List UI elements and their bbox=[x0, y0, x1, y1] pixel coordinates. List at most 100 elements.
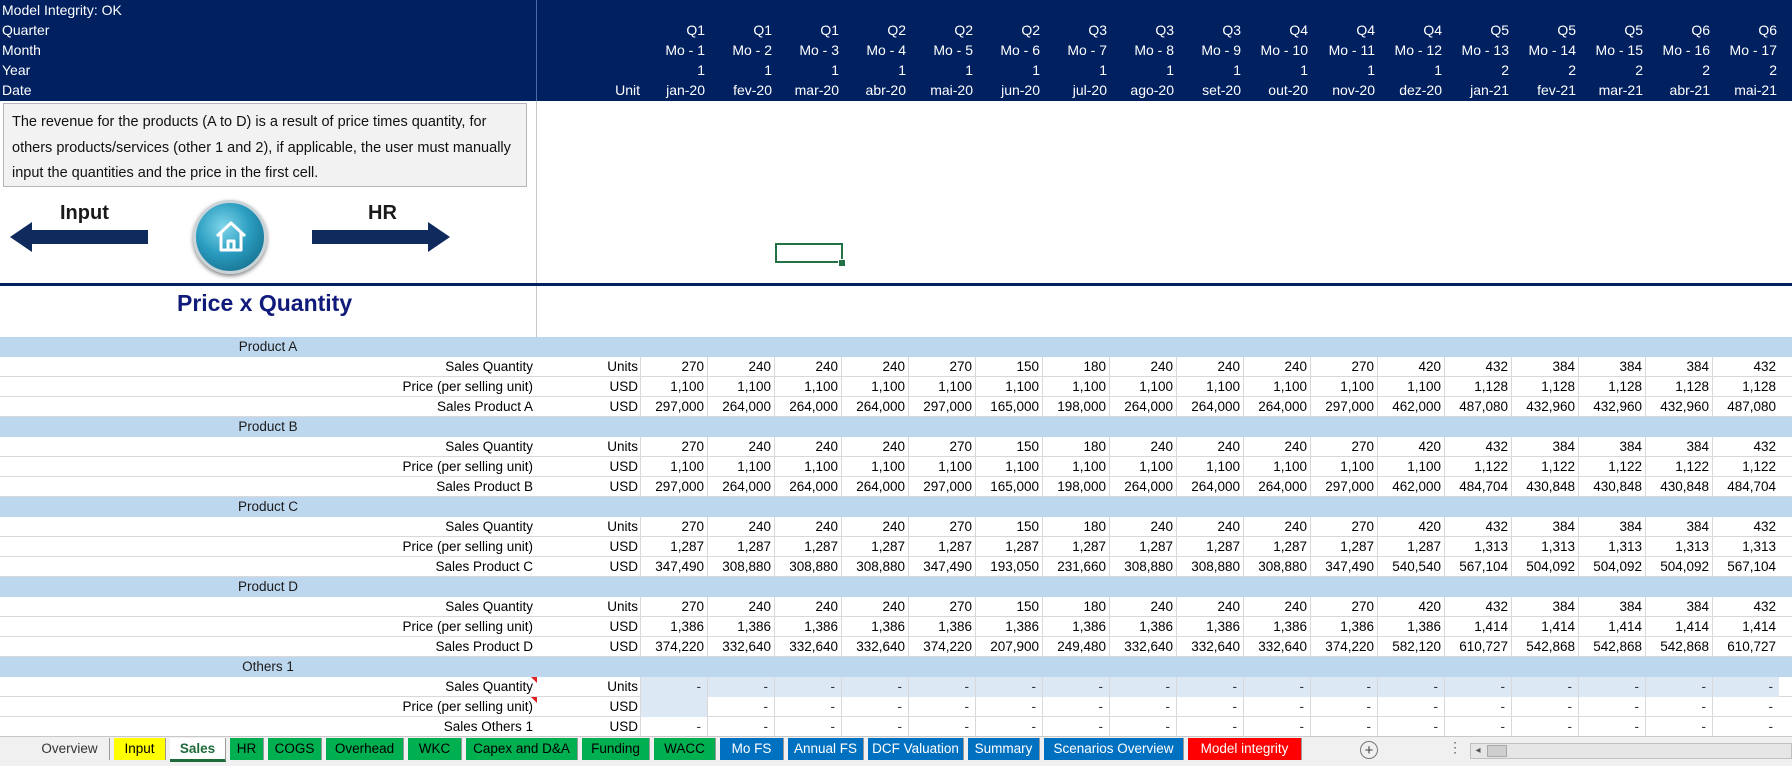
data-cell[interactable]: 240 bbox=[707, 437, 774, 457]
month-cell[interactable]: Mo - 2 bbox=[732, 42, 772, 58]
data-cell[interactable]: 1,386 bbox=[1176, 617, 1243, 637]
data-cell[interactable]: 264,000 bbox=[774, 397, 841, 417]
group-label[interactable]: Product C bbox=[237, 499, 299, 514]
data-cell[interactable]: 1,386 bbox=[640, 617, 707, 637]
data-cell[interactable]: 430,848 bbox=[1578, 477, 1645, 497]
year-cell[interactable]: 1 bbox=[1300, 62, 1308, 78]
data-cell[interactable]: 1,128 bbox=[1645, 377, 1712, 397]
data-cell[interactable]: 264,000 bbox=[1109, 477, 1176, 497]
year-cell[interactable]: 2 bbox=[1635, 62, 1643, 78]
row-label[interactable]: Sales Quantity bbox=[445, 679, 533, 694]
data-cell[interactable]: 297,000 bbox=[640, 477, 707, 497]
date-cell[interactable]: jan-20 bbox=[666, 82, 705, 98]
data-cell[interactable]: 240 bbox=[1176, 597, 1243, 617]
data-cell[interactable]: 270 bbox=[640, 357, 707, 377]
row-label[interactable]: Price (per selling unit) bbox=[402, 699, 533, 714]
year-label[interactable]: Year bbox=[2, 62, 31, 78]
data-cell[interactable]: 1,386 bbox=[1109, 617, 1176, 637]
home-button[interactable] bbox=[193, 200, 267, 274]
month-cell[interactable]: Mo - 8 bbox=[1134, 42, 1174, 58]
data-cell[interactable]: - bbox=[1109, 677, 1176, 697]
quarter-cell[interactable]: Q6 bbox=[1691, 22, 1710, 38]
data-cell[interactable]: 297,000 bbox=[908, 397, 975, 417]
data-cell[interactable]: 1,287 bbox=[707, 537, 774, 557]
data-cell[interactable]: 384 bbox=[1511, 597, 1578, 617]
data-cell[interactable]: - bbox=[1511, 697, 1578, 717]
data-cell[interactable]: 384 bbox=[1645, 597, 1712, 617]
data-cell[interactable]: 1,100 bbox=[1109, 457, 1176, 477]
data-cell[interactable]: 462,000 bbox=[1377, 397, 1444, 417]
data-cell[interactable]: - bbox=[975, 677, 1042, 697]
data-cell[interactable]: 198,000 bbox=[1042, 477, 1109, 497]
data-cell[interactable]: 270 bbox=[640, 437, 707, 457]
data-cell[interactable]: 582,120 bbox=[1377, 637, 1444, 657]
data-cell[interactable]: 1,287 bbox=[1377, 537, 1444, 557]
nav-input-label[interactable]: Input bbox=[60, 202, 109, 224]
data-cell[interactable]: 384 bbox=[1645, 357, 1712, 377]
unit-cell[interactable]: Units bbox=[607, 439, 638, 454]
data-cell[interactable]: 270 bbox=[640, 517, 707, 537]
data-cell[interactable] bbox=[640, 697, 707, 717]
data-cell[interactable]: - bbox=[1444, 717, 1511, 737]
data-cell[interactable]: 1,100 bbox=[1310, 377, 1377, 397]
data-cell[interactable]: - bbox=[1645, 697, 1712, 717]
data-cell[interactable]: - bbox=[1511, 717, 1578, 737]
data-cell[interactable]: - bbox=[1042, 717, 1109, 737]
data-cell[interactable]: 270 bbox=[1310, 357, 1377, 377]
quarter-cell[interactable]: Q5 bbox=[1624, 22, 1643, 38]
fill-handle[interactable] bbox=[838, 259, 846, 267]
data-cell[interactable]: 240 bbox=[774, 357, 841, 377]
data-cell[interactable]: 332,640 bbox=[1243, 637, 1310, 657]
data-cell[interactable]: 432 bbox=[1712, 597, 1779, 617]
data-cell[interactable]: 1,386 bbox=[1042, 617, 1109, 637]
month-cell[interactable]: Mo - 6 bbox=[1000, 42, 1040, 58]
year-cell[interactable]: 2 bbox=[1702, 62, 1710, 78]
data-cell[interactable]: - bbox=[975, 697, 1042, 717]
data-cell[interactable]: 384 bbox=[1578, 437, 1645, 457]
data-cell[interactable]: 420 bbox=[1377, 437, 1444, 457]
data-cell[interactable]: 1,100 bbox=[1310, 457, 1377, 477]
year-cell[interactable]: 1 bbox=[1434, 62, 1442, 78]
year-cell[interactable]: 1 bbox=[1099, 62, 1107, 78]
data-cell[interactable]: 1,287 bbox=[841, 537, 908, 557]
row-label[interactable]: Price (per selling unit) bbox=[402, 539, 533, 554]
quarter-cell[interactable]: Q3 bbox=[1222, 22, 1241, 38]
data-cell[interactable]: 384 bbox=[1645, 437, 1712, 457]
data-cell[interactable]: 308,880 bbox=[1243, 557, 1310, 577]
sheet-tab-wkc[interactable]: WKC bbox=[408, 738, 462, 760]
data-cell[interactable]: 270 bbox=[908, 437, 975, 457]
data-cell[interactable]: 347,490 bbox=[640, 557, 707, 577]
data-cell[interactable]: 240 bbox=[1243, 437, 1310, 457]
data-cell[interactable]: 240 bbox=[1243, 517, 1310, 537]
data-cell[interactable]: 308,880 bbox=[707, 557, 774, 577]
data-cell[interactable]: 484,704 bbox=[1712, 477, 1779, 497]
data-cell[interactable]: 249,480 bbox=[1042, 637, 1109, 657]
data-cell[interactable]: - bbox=[975, 717, 1042, 737]
year-cell[interactable]: 1 bbox=[1367, 62, 1375, 78]
data-cell[interactable]: 432 bbox=[1444, 437, 1511, 457]
data-cell[interactable]: 264,000 bbox=[1176, 397, 1243, 417]
month-cell[interactable]: Mo - 15 bbox=[1595, 42, 1643, 58]
data-cell[interactable]: 1,100 bbox=[1243, 377, 1310, 397]
data-cell[interactable]: - bbox=[1243, 697, 1310, 717]
data-cell[interactable]: 1,100 bbox=[640, 377, 707, 397]
data-cell[interactable]: 504,092 bbox=[1578, 557, 1645, 577]
data-cell[interactable]: - bbox=[1176, 677, 1243, 697]
data-cell[interactable]: 1,287 bbox=[1243, 537, 1310, 557]
data-cell[interactable]: 430,848 bbox=[1645, 477, 1712, 497]
quarter-label[interactable]: Quarter bbox=[2, 22, 50, 38]
data-cell[interactable]: 1,122 bbox=[1712, 457, 1779, 477]
row-label[interactable]: Sales Quantity bbox=[445, 439, 533, 454]
data-cell[interactable]: 270 bbox=[640, 597, 707, 617]
data-cell[interactable]: 1,414 bbox=[1511, 617, 1578, 637]
data-cell[interactable]: - bbox=[841, 717, 908, 737]
data-cell[interactable]: 1,313 bbox=[1578, 537, 1645, 557]
date-cell[interactable]: nov-20 bbox=[1332, 82, 1375, 98]
row-label[interactable]: Sales Quantity bbox=[445, 519, 533, 534]
data-cell[interactable]: 240 bbox=[1109, 437, 1176, 457]
data-cell[interactable]: - bbox=[774, 717, 841, 737]
quarter-cell[interactable]: Q4 bbox=[1423, 22, 1442, 38]
data-cell[interactable]: 240 bbox=[1243, 357, 1310, 377]
data-cell[interactable]: 1,287 bbox=[1310, 537, 1377, 557]
data-cell[interactable]: 462,000 bbox=[1377, 477, 1444, 497]
